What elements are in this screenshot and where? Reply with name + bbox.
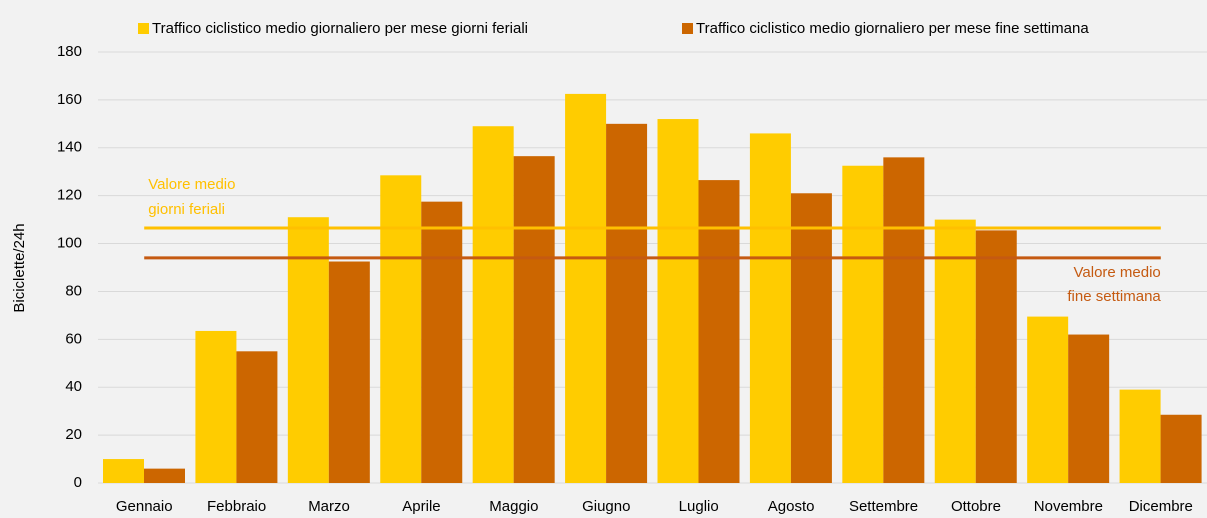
bar	[975, 230, 1017, 483]
bar	[421, 201, 463, 483]
bar	[698, 180, 740, 483]
x-tick-label: Ottobre	[951, 498, 1001, 515]
legend-label: Traffico ciclistico medio giornaliero pe…	[696, 20, 1089, 37]
x-tick-label: Gennaio	[116, 498, 173, 515]
y-tick-label: 140	[57, 139, 82, 156]
reference-label: fine settimana	[1067, 288, 1161, 305]
y-tick-label: 20	[65, 426, 82, 443]
reference-label: Valore medio	[148, 176, 235, 193]
reference-label: Valore medio	[1074, 264, 1161, 281]
bar	[1068, 334, 1110, 483]
bar	[1160, 414, 1202, 483]
y-tick-label: 80	[65, 282, 82, 299]
bar	[380, 175, 422, 483]
bar	[1027, 316, 1069, 483]
bar	[657, 119, 699, 484]
legend-swatch	[682, 23, 693, 34]
bar	[842, 165, 884, 483]
y-tick-label: 120	[57, 187, 82, 204]
bar	[790, 193, 832, 483]
bar	[749, 133, 791, 483]
bar	[1119, 389, 1161, 483]
bar	[103, 459, 144, 483]
y-tick-label: 180	[57, 43, 82, 60]
bar	[287, 217, 329, 483]
bar	[144, 468, 185, 483]
x-tick-label: Febbraio	[207, 498, 266, 515]
y-tick-label: 100	[57, 235, 82, 252]
y-axis-label: Biciclette/24h	[11, 223, 28, 312]
bar	[472, 126, 514, 483]
bar	[328, 261, 370, 483]
bar	[565, 93, 607, 484]
x-tick-label: Maggio	[489, 498, 538, 515]
x-tick-label: Giugno	[582, 498, 630, 515]
bar	[934, 219, 976, 483]
legend-label: Traffico ciclistico medio giornaliero pe…	[152, 20, 528, 37]
bar	[606, 123, 648, 483]
x-tick-label: Agosto	[768, 498, 815, 515]
y-tick-label: 160	[57, 91, 82, 108]
bar	[236, 351, 278, 483]
bar	[513, 156, 555, 484]
reference-label: giorni feriali	[148, 201, 225, 218]
x-tick-label: Marzo	[308, 498, 350, 515]
legend-swatch	[138, 23, 149, 34]
x-tick-label: Settembre	[849, 498, 918, 515]
y-tick-label: 0	[74, 474, 82, 491]
y-tick-label: 60	[65, 330, 82, 347]
bar	[195, 330, 237, 483]
x-tick-label: Aprile	[402, 498, 440, 515]
x-tick-label: Novembre	[1034, 498, 1103, 515]
y-tick-label: 40	[65, 378, 82, 395]
x-tick-label: Dicembre	[1129, 498, 1193, 515]
bar	[883, 157, 925, 483]
x-tick-label: Luglio	[679, 498, 719, 515]
